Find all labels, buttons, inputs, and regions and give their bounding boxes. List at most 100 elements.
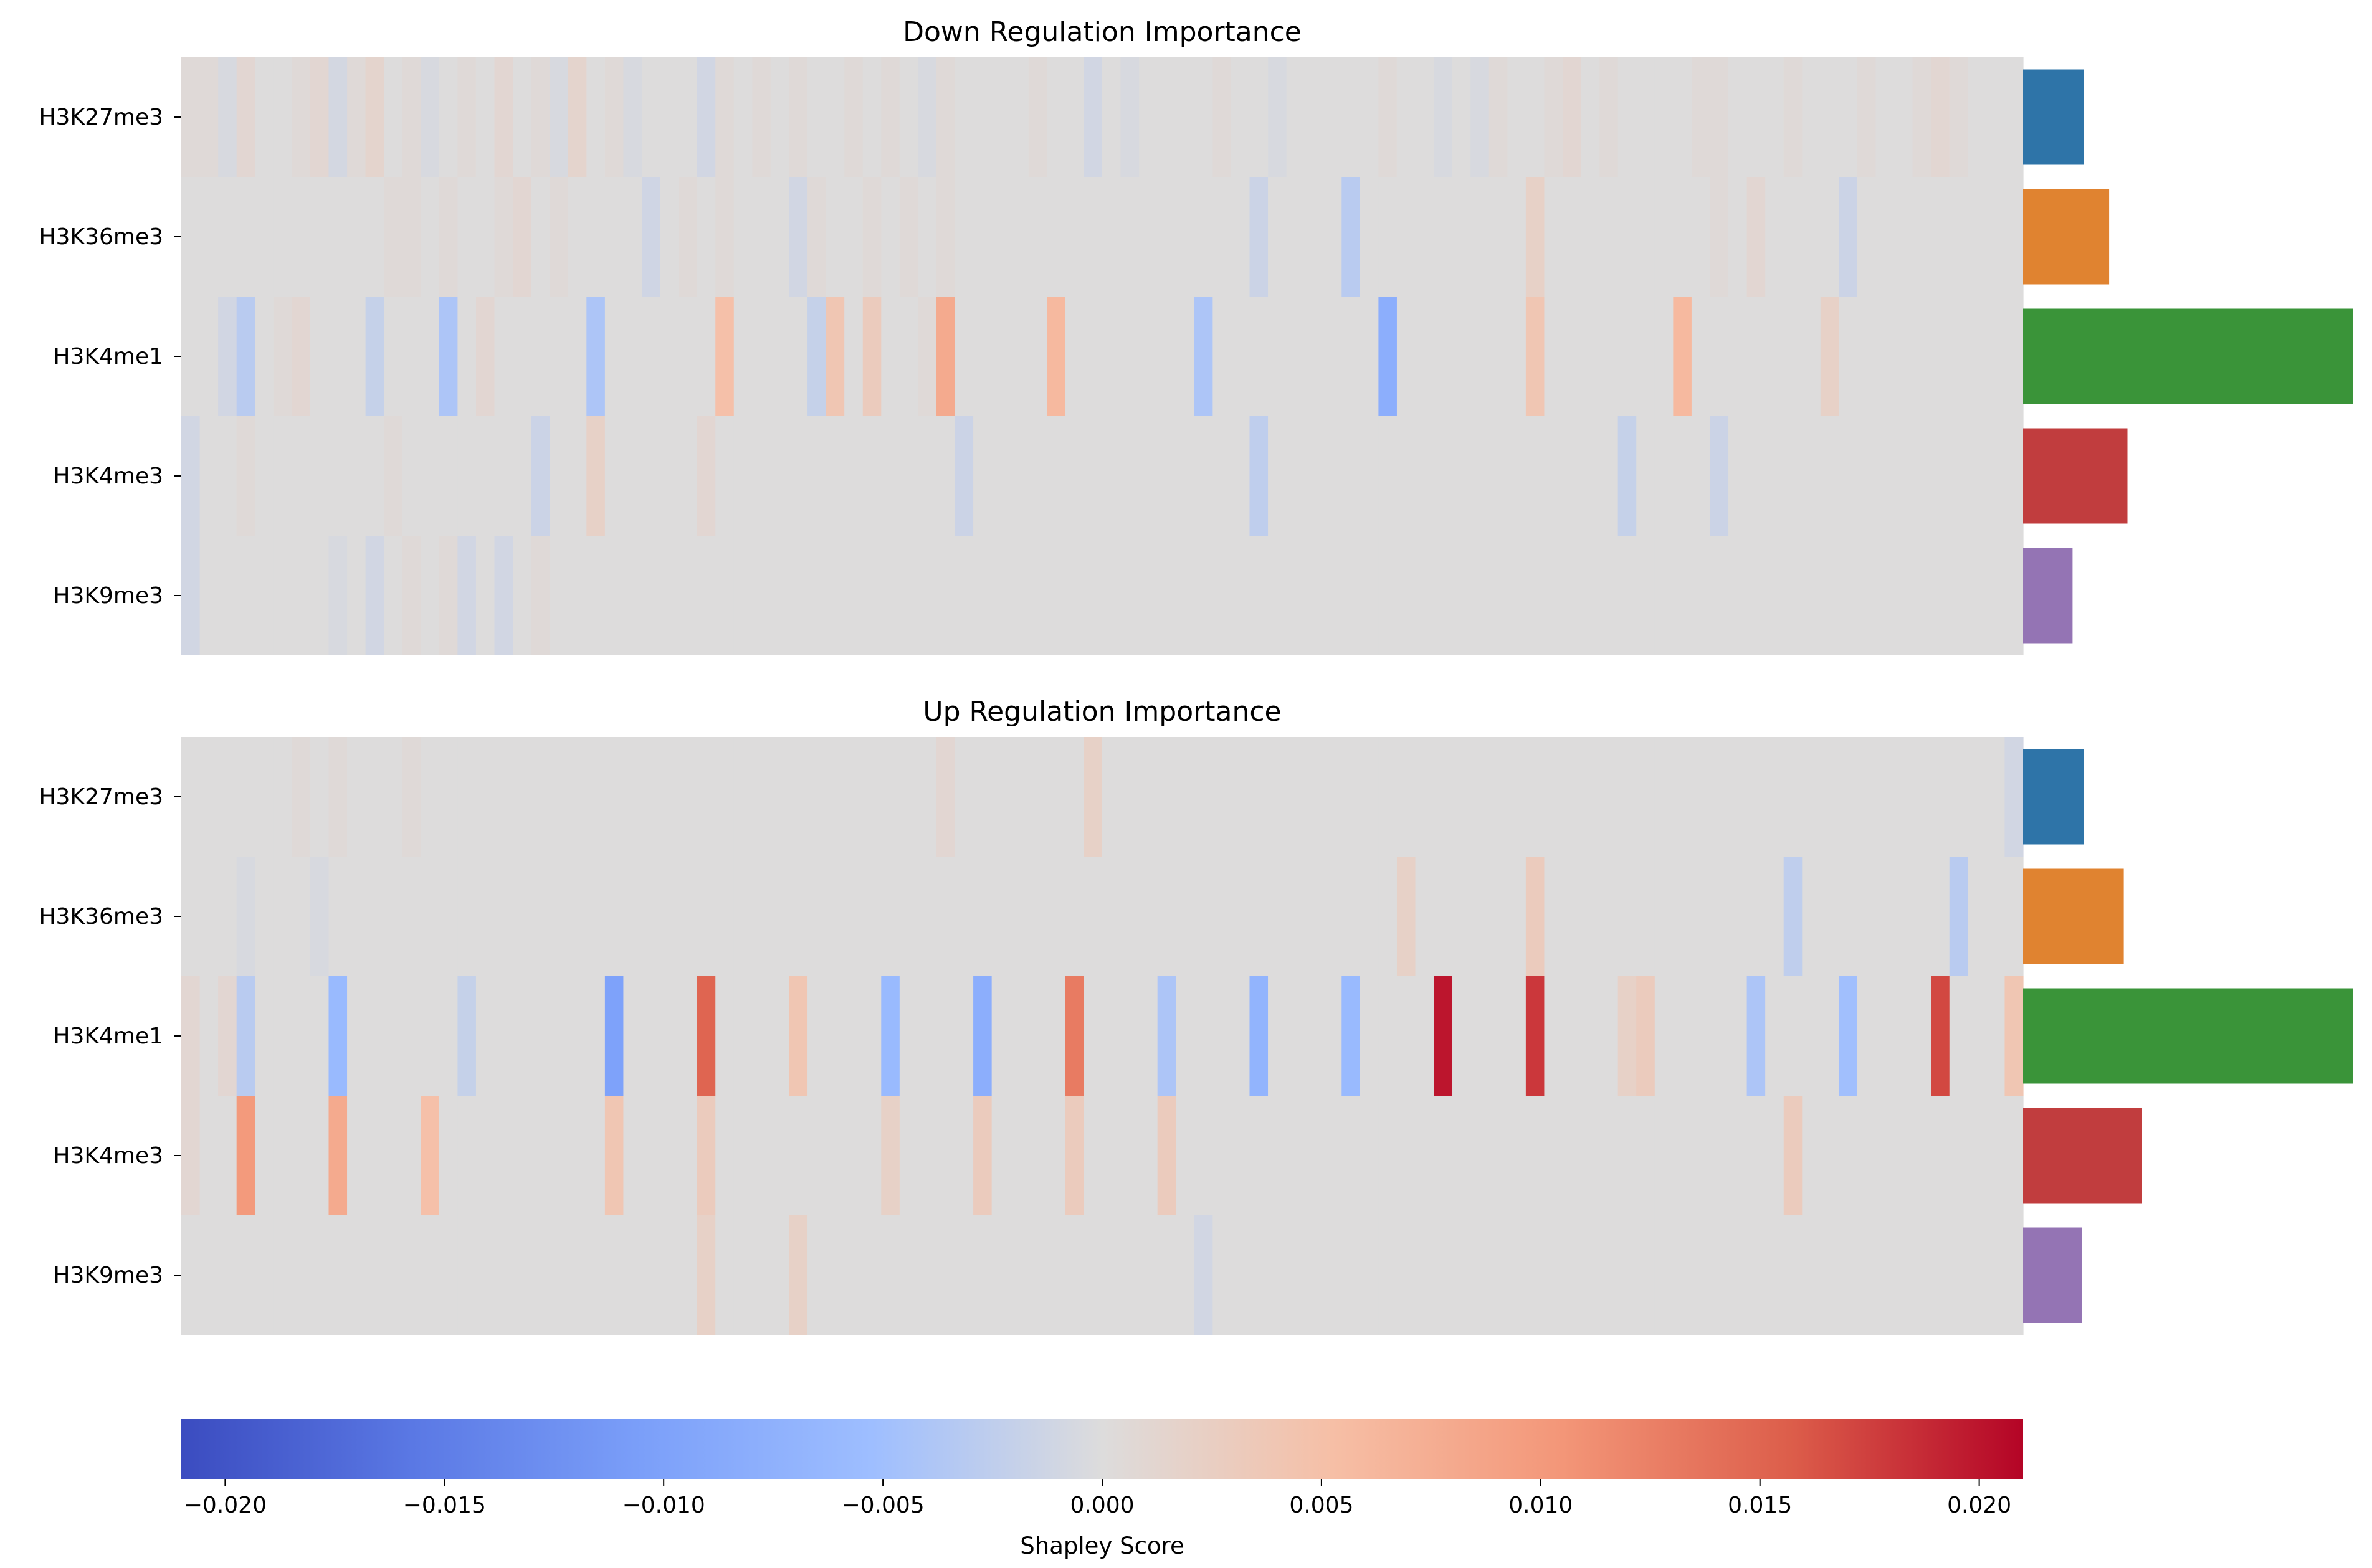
- heatmap-cell: [1176, 297, 1195, 416]
- heatmap-cell: [181, 1215, 201, 1335]
- heatmap-cell: [1783, 737, 1803, 857]
- heatmap-cell: [328, 416, 348, 536]
- heatmap-cell: [1875, 1096, 1895, 1215]
- heatmap-cell: [844, 177, 864, 297]
- heatmap-cell: [310, 737, 330, 857]
- heatmap-cell: [1931, 177, 1950, 297]
- heatmap-cell: [1084, 1215, 1103, 1335]
- heatmap-cell: [1617, 177, 1637, 297]
- heatmap-cell: [733, 1215, 753, 1335]
- heatmap-cell: [1120, 976, 1140, 1096]
- heatmap-cell: [679, 857, 698, 976]
- heatmap-cell: [1212, 737, 1232, 857]
- heatmap-cell: [1710, 737, 1729, 857]
- heatmap-cell: [1378, 1096, 1398, 1215]
- heatmap-cell: [881, 57, 900, 177]
- heatmap-cell: [1212, 297, 1232, 416]
- heatmap-cell: [531, 297, 550, 416]
- heatmap-cell: [881, 536, 900, 655]
- heatmap-cell: [770, 536, 790, 655]
- heatmap-cell: [365, 1096, 384, 1215]
- heatmap-cell: [550, 737, 569, 857]
- heatmap-cell: [1673, 857, 1692, 976]
- heatmap-cell: [1341, 1215, 1361, 1335]
- heatmap-cell: [1396, 1215, 1416, 1335]
- heatmap-cell: [513, 857, 532, 976]
- heatmap-cell: [236, 536, 255, 655]
- heatmap-cell: [1563, 416, 1582, 536]
- heatmap-cell: [421, 57, 440, 177]
- heatmap-cell: [991, 57, 1011, 177]
- heatmap-cell: [1415, 297, 1434, 416]
- heatmap-cell: [1875, 1215, 1895, 1335]
- heatmap-cell: [1857, 857, 1877, 976]
- heatmap-cell: [1378, 1215, 1398, 1335]
- heatmap-cell: [1857, 177, 1877, 297]
- heatmap-cell: [273, 177, 292, 297]
- heatmap-cell: [1636, 737, 1655, 857]
- bottom-row-labels: H3K27me3 H3K36me3 H3K4me1 H3K4me3 H3K9me3: [39, 784, 181, 1288]
- heatmap-cell: [660, 536, 679, 655]
- heatmap-cell: [1341, 57, 1361, 177]
- heatmap-cell: [844, 57, 864, 177]
- heatmap-cell: [899, 536, 918, 655]
- heatmap-cell: [789, 536, 808, 655]
- heatmap-cell: [384, 976, 403, 1096]
- heatmap-cell: [1194, 177, 1213, 297]
- heatmap-cell: [1765, 737, 1784, 857]
- heatmap-cell: [1212, 976, 1232, 1096]
- heatmap-cell: [273, 1215, 292, 1335]
- heatmap-cell: [439, 536, 458, 655]
- heatmap-cell: [862, 737, 882, 857]
- heatmap-cell: [770, 976, 790, 1096]
- heatmap-cell: [494, 57, 513, 177]
- heatmap-cell: [955, 976, 974, 1096]
- heatmap-cell: [475, 416, 495, 536]
- heatmap-cell: [1563, 737, 1582, 857]
- heatmap-cell: [844, 857, 864, 976]
- heatmap-cell: [1488, 416, 1508, 536]
- heatmap-cell: [586, 177, 606, 297]
- heatmap-cell: [550, 416, 569, 536]
- heatmap-cell: [1268, 1096, 1287, 1215]
- heatmap-cell: [1470, 57, 1490, 177]
- heatmap-cell: [1028, 1215, 1047, 1335]
- heatmap-cell: [807, 976, 827, 1096]
- heatmap-cell: [1636, 536, 1655, 655]
- heatmap-cell: [347, 1215, 366, 1335]
- heatmap-cell: [513, 976, 532, 1096]
- heatmap-cell: [1728, 416, 1748, 536]
- heatmap-cell: [1654, 536, 1674, 655]
- heatmap-cell: [1544, 976, 1563, 1096]
- heatmap-cell: [1102, 177, 1122, 297]
- heatmap-cell: [1047, 416, 1066, 536]
- heatmap-cell: [1139, 976, 1158, 1096]
- heatmap-cell: [1102, 416, 1122, 536]
- heatmap-cell: [568, 1096, 587, 1215]
- heatmap-cell: [862, 177, 882, 297]
- heatmap-cell: [936, 297, 956, 416]
- heatmap-cell: [1765, 857, 1784, 976]
- heatmap-cell: [1820, 737, 1839, 857]
- heatmap-cell: [1231, 857, 1250, 976]
- heatmap-cell: [439, 1215, 458, 1335]
- heatmap-cell: [1249, 737, 1269, 857]
- heatmap-cell: [1599, 416, 1619, 536]
- heatmap-cell: [955, 416, 974, 536]
- heatmap-cell: [1231, 57, 1250, 177]
- heatmap-cell: [1176, 177, 1195, 297]
- heatmap-cell: [1986, 177, 2006, 297]
- heatmap-cell: [973, 1215, 993, 1335]
- heatmap-cell: [1452, 976, 1471, 1096]
- heatmap-cell: [199, 737, 219, 857]
- heatmap-cell: [384, 1096, 403, 1215]
- heatmap-cell: [1323, 1215, 1342, 1335]
- heatmap-cell: [273, 57, 292, 177]
- heatmap-cell: [1581, 1215, 1600, 1335]
- heatmap-cell: [1673, 297, 1692, 416]
- heatmap-cell: [936, 737, 956, 857]
- heatmap-cell: [697, 976, 716, 1096]
- heatmap-cell: [1507, 737, 1527, 857]
- heatmap-cell: [770, 297, 790, 416]
- heatmap-cell: [1507, 536, 1527, 655]
